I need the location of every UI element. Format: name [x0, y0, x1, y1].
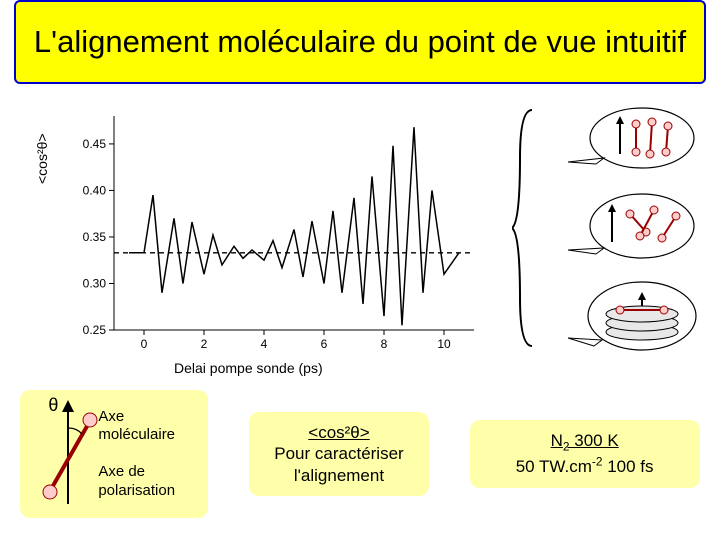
svg-text:0.35: 0.35: [83, 230, 107, 244]
svg-text:0.40: 0.40: [83, 183, 107, 197]
svg-text:10: 10: [437, 337, 451, 351]
svg-text:0.45: 0.45: [83, 137, 107, 151]
svg-text:6: 6: [321, 337, 328, 351]
page-title: L'alignement moléculaire du point de vue…: [34, 24, 686, 60]
svg-text:4: 4: [261, 337, 268, 351]
title-banner: L'alignement moléculaire du point de vue…: [14, 0, 706, 84]
theta-diagram-box: θ Axe moléculaire Axe de polarisation: [20, 390, 208, 518]
axe-polarisation-label: Axe de polarisation: [98, 463, 194, 501]
svg-text:0: 0: [141, 337, 148, 351]
axe-moleculaire-label: Axe moléculaire: [98, 408, 194, 446]
caracterisation-line2: Pour caractériser: [263, 443, 415, 464]
chart-ylabel: <cos²θ>: [34, 133, 50, 184]
caracterisation-box: <cos²θ> Pour caractériser l'alignement: [249, 412, 429, 496]
molecule-callouts: [512, 98, 712, 358]
caracterisation-line3: l'alignement: [263, 465, 415, 486]
svg-text:8: 8: [381, 337, 388, 351]
alignment-chart: 0.25 0.30 0.35 0.40 0.45 0 2 4 6 8 10: [52, 104, 492, 364]
theta-diagram: [28, 396, 108, 512]
chart-xlabel: Delai pompe sonde (ps): [174, 360, 323, 376]
params-line1: N2 300 K: [484, 430, 686, 454]
params-box: N2 300 K 50 TW.cm-2 100 fs: [470, 420, 700, 487]
svg-text:0.30: 0.30: [83, 276, 107, 290]
svg-text:2: 2: [201, 337, 208, 351]
theta-symbol: θ: [48, 394, 58, 417]
params-line2: 50 TW.cm-2 100 fs: [484, 455, 686, 478]
svg-text:0.25: 0.25: [83, 323, 107, 337]
cos2-label: <cos²θ>: [263, 422, 415, 443]
bottom-row: θ Axe moléculaire Axe de polarisation <c…: [0, 380, 720, 528]
